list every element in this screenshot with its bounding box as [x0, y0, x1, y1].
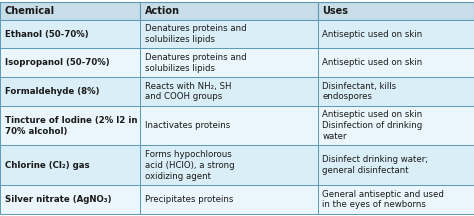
Text: Disinfect drinking water;
general disinfectant: Disinfect drinking water; general disinf…	[322, 156, 428, 175]
Bar	[0, 106, 140, 146]
Text: Antiseptic used on skin
Disinfection of drinking
water: Antiseptic used on skin Disinfection of …	[322, 110, 422, 141]
Bar	[0, 146, 140, 185]
Text: Chemical: Chemical	[5, 6, 55, 16]
Bar	[0, 20, 140, 48]
Bar	[140, 146, 318, 185]
Text: Precipitates proteins: Precipitates proteins	[145, 195, 233, 204]
Text: Antiseptic used on skin: Antiseptic used on skin	[322, 58, 422, 67]
Text: Denatures proteins and
solubilizes lipids: Denatures proteins and solubilizes lipid…	[145, 53, 246, 73]
Bar	[0, 185, 140, 214]
Text: Isopropanol (50-70%): Isopropanol (50-70%)	[5, 58, 109, 67]
Bar	[140, 106, 318, 146]
Bar	[318, 2, 474, 20]
Text: Denatures proteins and
solubilizes lipids: Denatures proteins and solubilizes lipid…	[145, 24, 246, 44]
Text: Inactivates proteins: Inactivates proteins	[145, 121, 230, 130]
Text: Silver nitrate (AgNO₃): Silver nitrate (AgNO₃)	[5, 195, 111, 204]
Text: Action: Action	[145, 6, 180, 16]
Bar	[0, 77, 140, 106]
Bar	[318, 146, 474, 185]
Bar	[318, 106, 474, 146]
Text: Reacts with NH₂, SH
and COOH groups: Reacts with NH₂, SH and COOH groups	[145, 82, 231, 101]
Text: Uses: Uses	[322, 6, 348, 16]
Bar	[0, 48, 140, 77]
Bar	[140, 185, 318, 214]
Text: Forms hypochlorous
acid (HClO), a strong
oxidizing agent: Forms hypochlorous acid (HClO), a strong…	[145, 150, 234, 181]
Text: Tincture of Iodine (2% I2 in
70% alcohol): Tincture of Iodine (2% I2 in 70% alcohol…	[5, 116, 137, 135]
Bar	[140, 48, 318, 77]
Text: Chlorine (Cl₂) gas: Chlorine (Cl₂) gas	[5, 161, 90, 170]
Text: Disinfectant, kills
endospores: Disinfectant, kills endospores	[322, 82, 396, 101]
Text: Ethanol (50-70%): Ethanol (50-70%)	[5, 30, 88, 39]
Bar	[318, 20, 474, 48]
Text: General antiseptic and used
in the eyes of newborns: General antiseptic and used in the eyes …	[322, 190, 444, 209]
Bar	[318, 185, 474, 214]
Bar	[140, 77, 318, 106]
Bar	[140, 2, 318, 20]
Bar	[318, 77, 474, 106]
Text: Formaldehyde (8%): Formaldehyde (8%)	[5, 87, 99, 96]
Bar	[140, 20, 318, 48]
Bar	[318, 48, 474, 77]
Bar	[0, 2, 140, 20]
Text: Antiseptic used on skin: Antiseptic used on skin	[322, 30, 422, 39]
